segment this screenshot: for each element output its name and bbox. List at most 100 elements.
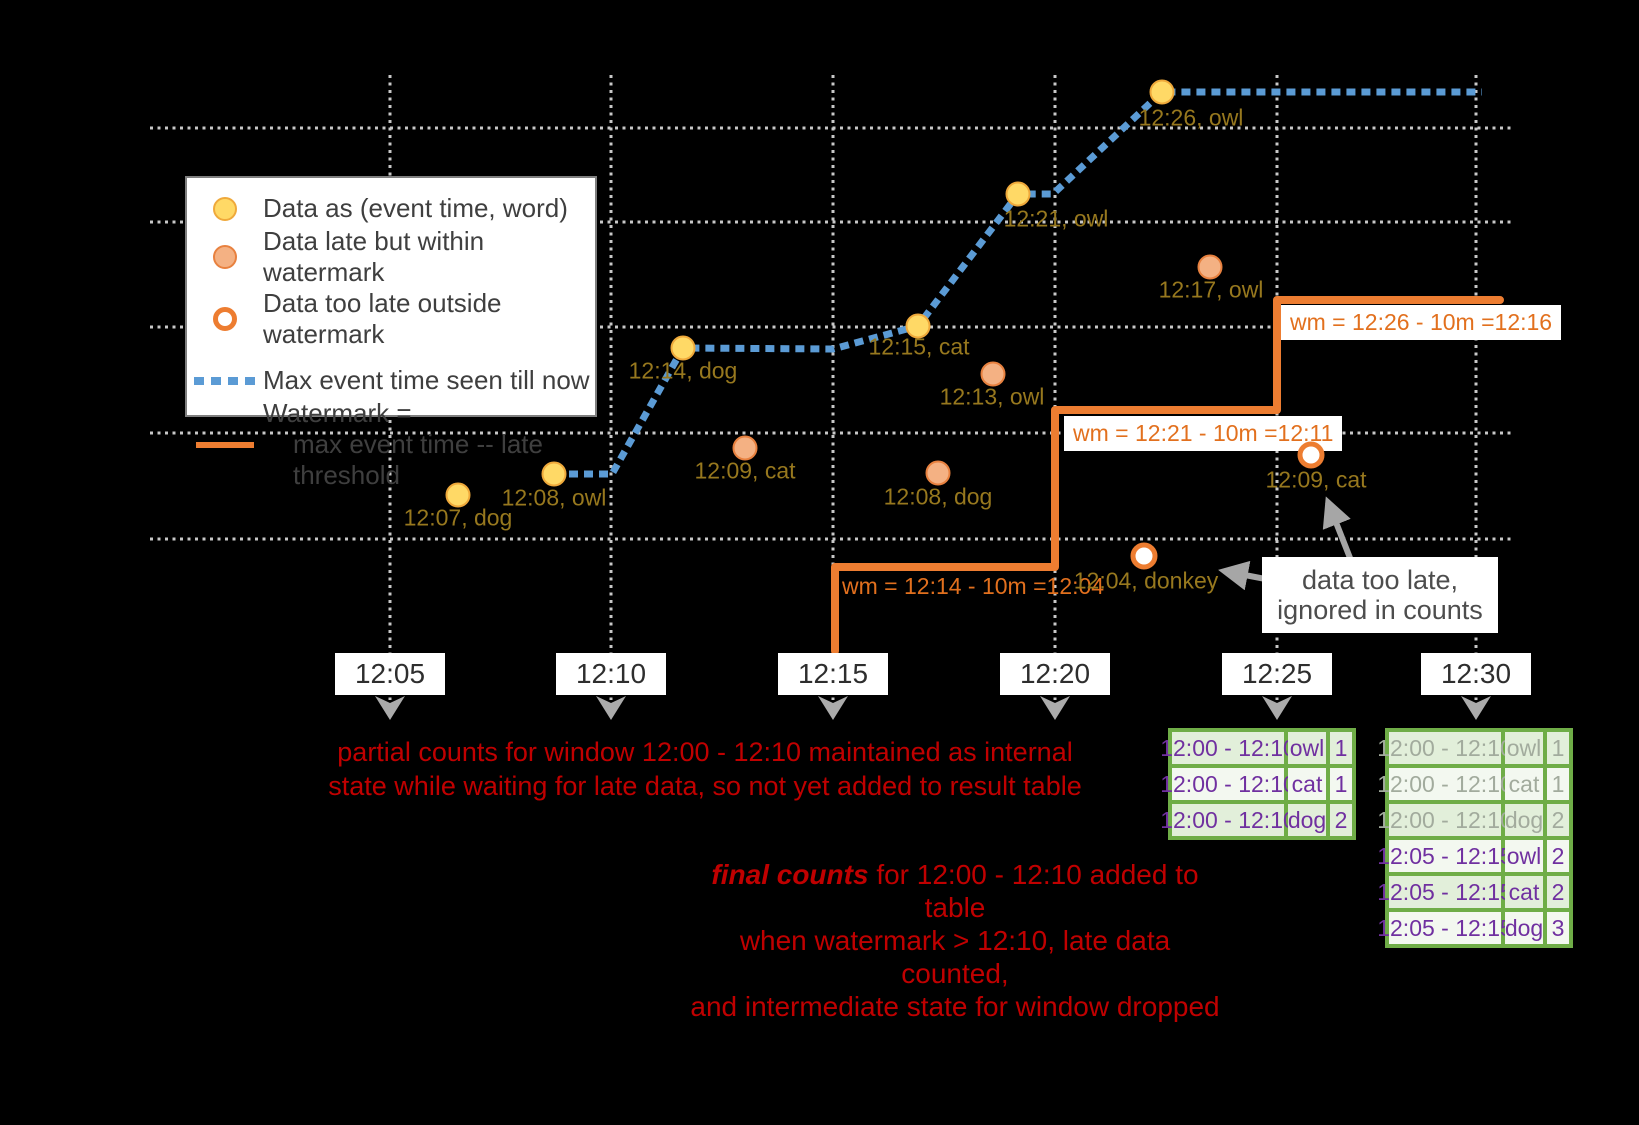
annotation-line: and intermediate state for window droppe… [690,991,1220,1022]
watermark-step-line [831,296,1504,655]
legend-item-label: Watermark = max event time -- late thresh… [263,398,595,491]
orange-line-icon [187,441,263,448]
legend-item: Watermark = max event time -- late thresh… [187,398,595,491]
data-point-label: 12:08, dog [883,483,993,510]
table-cell-window: 12:00 - 12:10 [1377,732,1513,764]
final-counts-annotation: final counts for 12:00 - 12:10 added to … [690,858,1220,1023]
down-arrow-icon [1262,696,1292,720]
data-point-late [925,460,951,486]
data-point-label: 12:04, donkey [1073,567,1219,594]
time-tick-label: 12:05 [335,653,445,695]
time-tick-label: 12:20 [1000,653,1110,695]
table-cell-window: 12:05 - 12:15 [1377,876,1513,908]
down-arrow-icon [818,696,848,720]
data-point-late [1197,254,1223,280]
table-cell-count: 3 [1547,912,1569,944]
annotation-line: partial counts for window 12:00 - 12:10 … [337,737,1073,767]
table-cell-word: cat [1505,768,1543,800]
annotation-line: when watermark > 12:10, late data counte… [739,925,1171,989]
result-table: 12:00 - 12:10 owl 1 12:00 - 12:10 cat 1 12:00 … [1377,728,1573,948]
table-cell-window: 12:05 - 12:15 [1377,912,1513,944]
time-tick-label: 12:30 [1421,653,1531,695]
table-cell-count: 2 [1330,804,1352,836]
salmon-dot-icon [213,245,237,269]
data-point-ontime [905,313,931,339]
legend-item: Data too late outside watermark [187,288,595,350]
legend-item-label: Data late but within watermark [263,226,485,287]
watermark-value-label: wm = 12:26 - 10m =12:16 [1281,305,1562,340]
down-arrow-icon [596,696,626,720]
table-cell-window: 12:00 - 12:10 [1377,804,1513,836]
data-point-late [732,435,758,461]
partial-counts-annotation: partial counts for window 12:00 - 12:10 … [318,735,1092,803]
salmon-dot-icon [187,245,263,269]
table-cell-word: dog [1505,804,1543,836]
blue-dashed-line-icon [194,376,256,385]
result-table: 12:00 - 12:10 owl 1 12:00 - 12:10 cat 1 12:00 … [1160,728,1356,840]
table-cell-count: 2 [1547,840,1569,872]
data-point-label: 12:14, dog [628,357,738,384]
table-cell-word: cat [1505,876,1543,908]
table-cell-count: 1 [1547,732,1569,764]
note-line: data too late, [1301,565,1459,595]
data-point-ontime [670,335,696,361]
data-point-label: 12:07, dog [403,504,513,531]
time-tick-label: 12:15 [778,653,888,695]
legend-item-label: Data too late outside watermark [263,288,502,349]
data-point-label: 12:08, owl [501,484,607,511]
arrow-to-late-cat-icon [1322,496,1355,565]
data-point-ontime [1005,181,1031,207]
annotation-text: for 12:00 - 12:10 added to table [868,859,1199,923]
data-point-label: 12:15, cat [868,333,970,360]
data-point-label: 12:09, cat [1265,466,1367,493]
annotation-line: final counts for 12:00 - 12:10 added to … [690,858,1220,924]
max-event-time-line [554,88,1482,478]
table-cell-word: owl [1505,840,1543,872]
data-point-ontime [1149,79,1175,105]
down-arrow-icon [1461,696,1491,720]
legend: Data as (event time, word) Data late but … [185,176,597,490]
blue-dashed-line-icon [187,376,263,385]
table-cell-count: 1 [1330,732,1352,764]
data-point-label: 12:21, owl [1003,205,1109,232]
open-dot-icon [187,307,263,331]
data-point-late [980,361,1006,387]
yellow-dot-icon [213,196,237,221]
table-cell-word: owl [1288,732,1326,764]
watermark-value-label: wm = 12:21 - 10m =12:11 [1064,416,1343,451]
table-cell-window: 12:00 - 12:10 [1160,768,1296,800]
table-cell-word: cat [1288,768,1326,800]
down-arrow-icon [375,696,405,720]
data-point-toolate [1130,542,1158,570]
note-line: ignored in counts [1277,595,1483,625]
table-cell-count: 1 [1330,768,1352,800]
time-tick-label: 12:10 [556,653,666,695]
legend-item-label: Max event time seen till now [263,365,590,395]
table-cell-word: owl [1505,732,1543,764]
down-arrow-icon [1040,696,1070,720]
legend-item: Data as (event time, word) [187,191,595,226]
data-point-ontime [445,482,471,508]
data-point-label: 12:17, owl [1158,276,1264,303]
legend-item: Data late but within watermark [187,226,595,288]
legend-label-line: Watermark = [263,398,412,428]
time-tick-label: 12:25 [1222,653,1332,695]
table-cell-count: 2 [1547,804,1569,836]
table-cell-window: 12:05 - 12:15 [1377,840,1513,872]
data-point-ontime [541,461,567,487]
data-point-label: 12:13, owl [939,383,1045,410]
watermark-value-label: wm = 12:14 - 10m =12:04 [842,573,1105,599]
orange-line-icon [196,441,254,448]
table-cell-window: 12:00 - 12:10 [1160,804,1296,836]
tick-arrows [375,696,1491,720]
table-cell-window: 12:00 - 12:10 [1377,768,1513,800]
table-cell-window: 12:00 - 12:10 [1160,732,1296,764]
table-cell-count: 2 [1547,876,1569,908]
legend-item-label: Data as (event time, word) [263,193,568,223]
final-counts-emphasis: final counts [711,859,869,890]
too-late-note: data too late, ignored in counts [1262,557,1498,633]
data-point-label: 12:26, owl [1138,104,1244,131]
open-dot-icon [213,307,237,331]
yellow-dot-icon [187,196,263,221]
